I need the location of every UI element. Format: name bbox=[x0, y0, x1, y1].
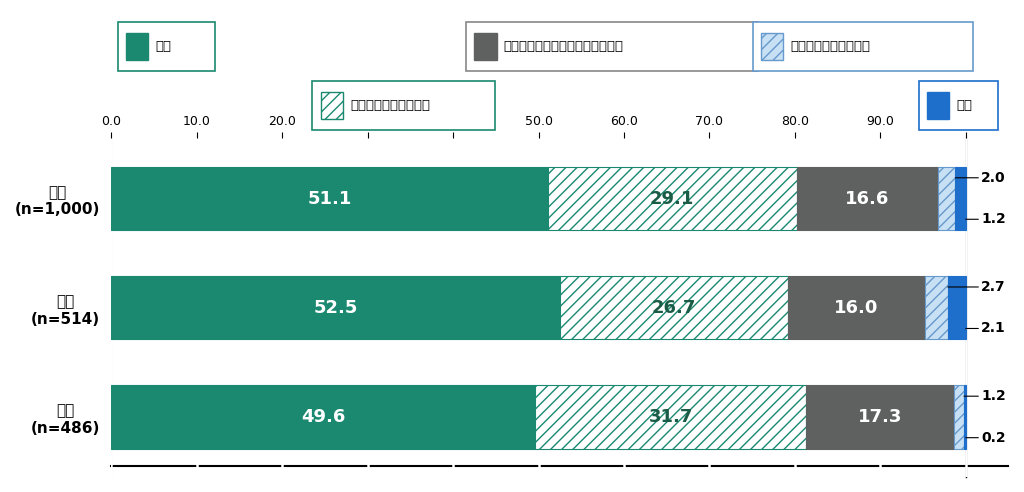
Bar bbox=[797, 167, 938, 230]
Text: 2.1: 2.1 bbox=[966, 321, 1006, 336]
Bar bbox=[112, 276, 560, 339]
Text: 49.6: 49.6 bbox=[301, 408, 345, 426]
Bar bbox=[955, 167, 966, 230]
Text: どちらかといえば反対: どちらかといえば反対 bbox=[791, 40, 870, 53]
Text: 反対: 反対 bbox=[956, 99, 973, 112]
Text: 2.7: 2.7 bbox=[948, 280, 1006, 294]
Text: 17.3: 17.3 bbox=[858, 408, 902, 426]
Bar bbox=[788, 276, 925, 339]
Bar bbox=[964, 385, 966, 449]
Text: 16.0: 16.0 bbox=[835, 299, 879, 317]
Text: 16.6: 16.6 bbox=[845, 189, 890, 208]
Text: (%): (%) bbox=[936, 92, 966, 106]
Bar bbox=[953, 385, 964, 449]
Text: 0.2: 0.2 bbox=[966, 430, 1006, 445]
Bar bbox=[560, 276, 788, 339]
Text: 51.1: 51.1 bbox=[307, 189, 352, 208]
Bar bbox=[112, 385, 536, 449]
Bar bbox=[806, 385, 953, 449]
Bar bbox=[548, 167, 797, 230]
Text: 31.7: 31.7 bbox=[648, 408, 693, 426]
Bar bbox=[925, 276, 948, 339]
Text: 1.2: 1.2 bbox=[966, 212, 1006, 226]
Bar bbox=[536, 385, 806, 449]
Bar bbox=[938, 167, 955, 230]
Text: どちらかといえば賛成: どちらかといえば賛成 bbox=[350, 99, 430, 112]
Text: 26.7: 26.7 bbox=[652, 299, 696, 317]
Text: 2.0: 2.0 bbox=[955, 171, 1006, 185]
Text: 52.5: 52.5 bbox=[313, 299, 358, 317]
Text: 賛成: 賛成 bbox=[156, 40, 172, 53]
Text: 29.1: 29.1 bbox=[650, 189, 694, 208]
Bar bbox=[948, 276, 966, 339]
Text: 1.2: 1.2 bbox=[964, 389, 1006, 403]
Text: どちらともいえない／わからない: どちらともいえない／わからない bbox=[504, 40, 624, 53]
Bar bbox=[112, 167, 548, 230]
